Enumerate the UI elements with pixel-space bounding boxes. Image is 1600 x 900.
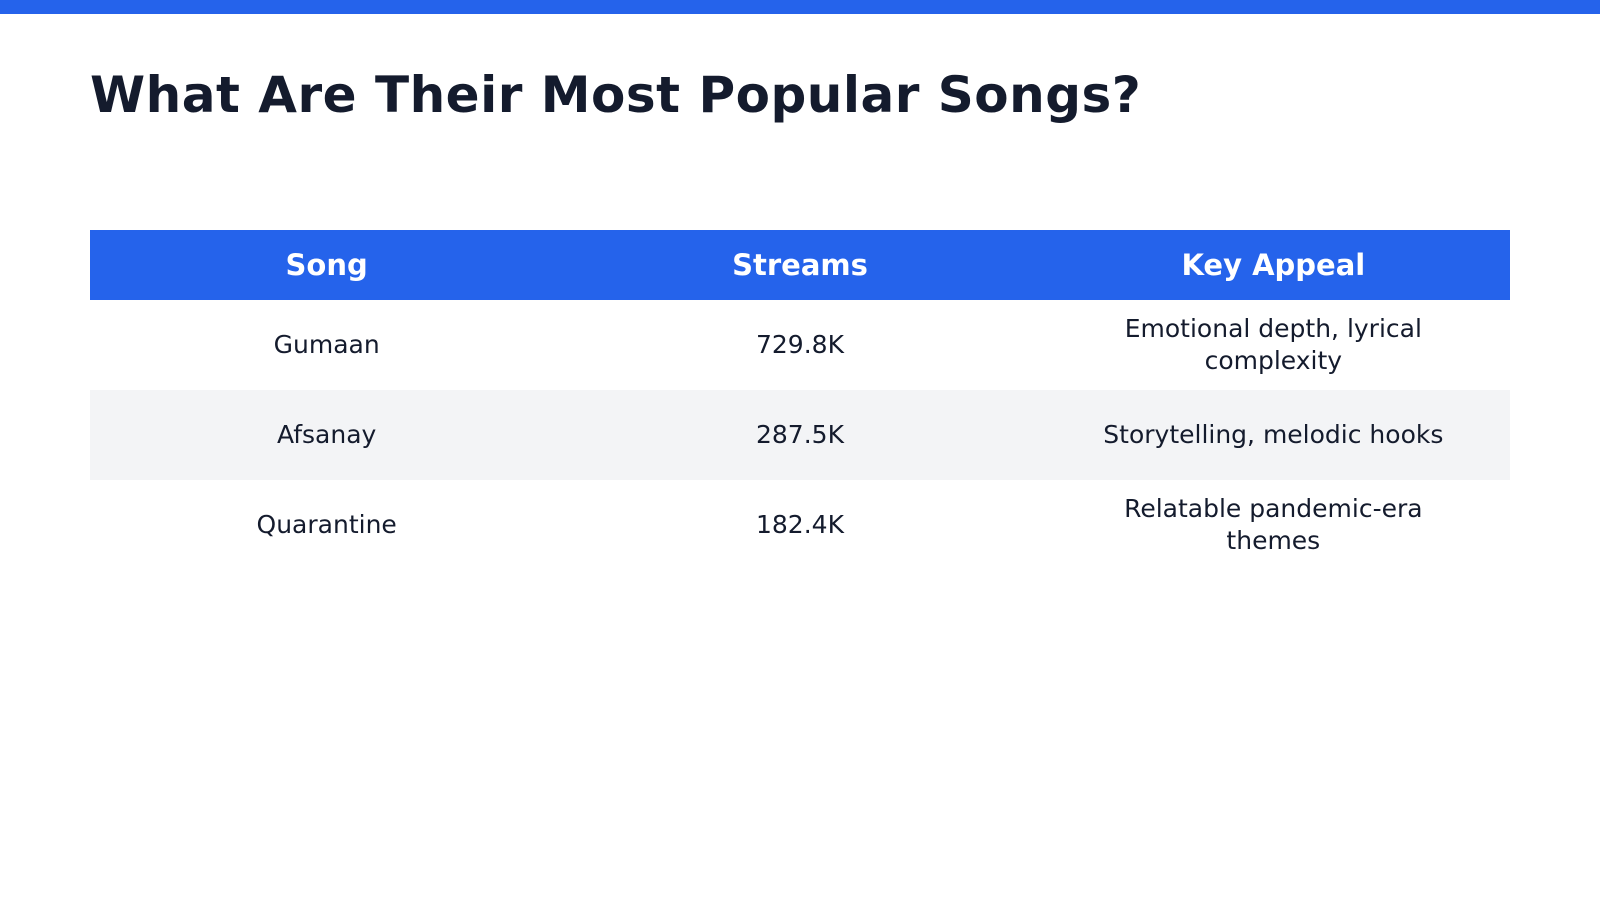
table-cell: Gumaan (273, 330, 380, 359)
header-row: Song Streams Key Appeal (90, 230, 1510, 300)
table-cell: 182.4K (756, 510, 844, 539)
column-header: Streams (563, 230, 1037, 300)
table-cell: 287.5K (563, 390, 1037, 480)
table-cell: Relatable pandemic-era themes (1124, 494, 1423, 555)
table-body: Gumaan 729.8K Emotional depth, lyrical com… (90, 300, 1510, 570)
column-header: Key Appeal (1036, 230, 1510, 300)
table-row: Afsanay 287.5K Storytelling, melodic hooks (90, 390, 1510, 480)
top-bar (0, 0, 1600, 14)
column-header: Song (90, 230, 564, 300)
table-cell: Quarantine (256, 510, 397, 539)
table-cell: 729.8K (756, 330, 844, 359)
songs-table: Song Streams Key Appeal Gumaan 729.8K Emotio… (90, 230, 1510, 570)
table-row: Gumaan 729.8K Emotional depth, lyrical com… (90, 300, 1510, 390)
table-cell: Afsanay (90, 390, 564, 480)
slide-title: What Are Their Most Popular Songs? (90, 66, 1142, 124)
table-row: Quarantine 182.4K Relatable pandemic-era t… (90, 480, 1510, 570)
table-cell: Storytelling, melodic hooks (1036, 390, 1510, 480)
table-head: Song Streams Key Appeal (90, 230, 1510, 300)
table-cell: Emotional depth, lyrical complexity (1124, 314, 1422, 375)
